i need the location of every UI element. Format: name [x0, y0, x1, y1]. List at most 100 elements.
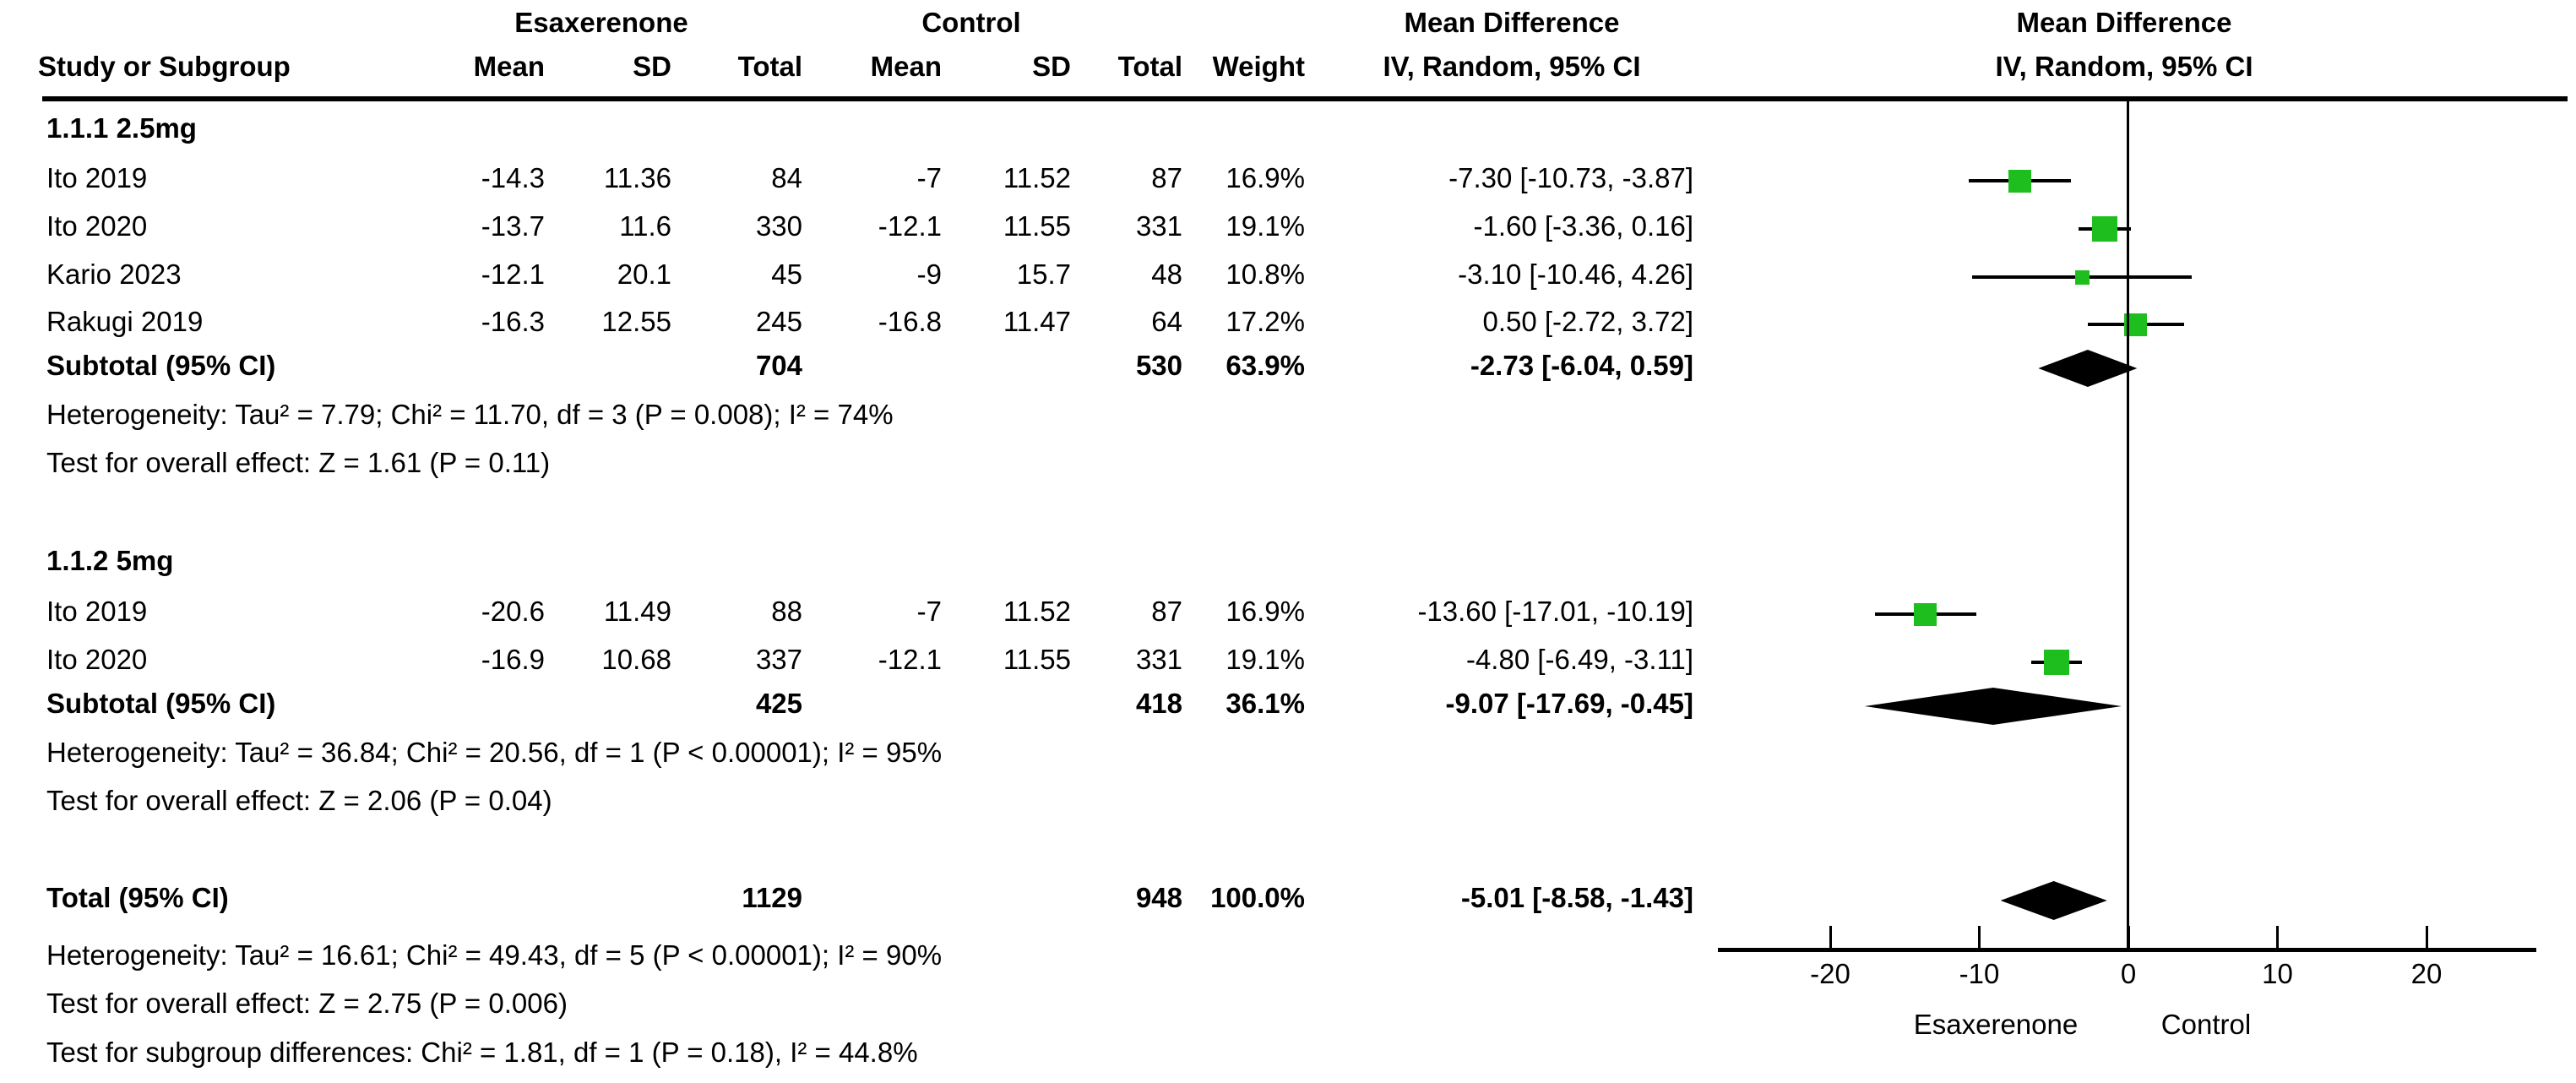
cell-weight: 36.1%	[1226, 688, 1305, 719]
column-group-mean-difference-text: Mean Difference	[1404, 7, 1620, 38]
cell-total-exp: 88	[771, 596, 802, 627]
cell-sd-exp: 11.36	[603, 162, 671, 193]
effect-square	[2044, 650, 2070, 675]
cell-mean-exp: -16.9	[481, 644, 545, 675]
cell-sd-exp: 20.1	[617, 259, 671, 290]
cell-weight: 100.0%	[1210, 882, 1305, 913]
cell-sd-exp: 12.55	[601, 306, 671, 337]
cell-weight: 16.9%	[1226, 596, 1305, 627]
cell-ci-text: 0.50 [-2.72, 3.72]	[1482, 306, 1693, 337]
column-header-sd-2: SD	[1032, 51, 1071, 82]
study-label-0-2: Kario 2023	[46, 259, 182, 290]
cell-ci-text: -5.01 [-8.58, -1.43]	[1460, 882, 1693, 913]
study-label-0-0: Ito 2019	[46, 162, 148, 193]
study-label-0-3: Rakugi 2019	[46, 306, 204, 337]
column-header-weight: Weight	[1212, 51, 1305, 82]
cell-total-ctrl: 48	[1151, 259, 1182, 290]
cell-sd-ctrl: 11.52	[1003, 596, 1071, 627]
zero-reference-line	[2127, 101, 2129, 951]
x-axis-tick-label: -20	[1810, 958, 1850, 989]
cell-total-exp: 425	[755, 688, 802, 719]
cell-total-ctrl: 331	[1135, 644, 1182, 675]
cell-total-ctrl: 948	[1135, 882, 1182, 913]
cell-mean-exp: -14.3	[481, 162, 545, 193]
column-header-ci-text: IV, Random, 95% CI	[1383, 51, 1641, 82]
x-axis-tick-label: 20	[2410, 958, 2443, 989]
heterogeneity-0: Heterogeneity: Tau² = 7.79; Chi² = 11.70…	[46, 399, 894, 430]
cell-sd-ctrl: 11.47	[1003, 306, 1071, 337]
cell-ci-text: -3.10 [-10.46, 4.26]	[1458, 259, 1693, 290]
footer-subgroup-differences: Test for subgroup differences: Chi² = 1.…	[46, 1037, 918, 1068]
cell-weight: 19.1%	[1226, 644, 1305, 675]
cell-sd-ctrl: 11.55	[1003, 210, 1071, 242]
cell-total-exp: 330	[755, 210, 802, 242]
cell-total-exp: 245	[755, 306, 802, 337]
cell-total-exp: 704	[755, 350, 802, 381]
cell-ci-text: -13.60 [-17.01, -10.19]	[1417, 596, 1693, 627]
column-header-total-2: Total	[1117, 51, 1182, 82]
cell-mean-exp: -20.6	[481, 596, 545, 627]
column-group-control: Control	[921, 7, 1021, 38]
overall-effect-1: Test for overall effect: Z = 2.06 (P = 0…	[46, 785, 552, 816]
cell-total-ctrl: 87	[1151, 162, 1182, 193]
column-group-mean-difference-plot: Mean Difference	[2016, 7, 2232, 38]
subgroup-title-0: 1.1.1 2.5mg	[46, 112, 197, 144]
cell-mean-ctrl: -7	[916, 162, 942, 193]
cell-mean-ctrl: -12.1	[878, 644, 942, 675]
favours-right-label: Control	[2160, 1009, 2252, 1040]
cell-weight: 63.9%	[1226, 350, 1305, 381]
cell-sd-ctrl: 11.52	[1003, 162, 1071, 193]
cell-ci-text: -4.80 [-6.49, -3.11]	[1465, 644, 1693, 675]
x-axis-tick-label: 0	[2120, 958, 2137, 989]
column-header-total-1: Total	[737, 51, 802, 82]
cell-mean-exp: -13.7	[481, 210, 545, 242]
cell-total-ctrl: 87	[1151, 596, 1182, 627]
cell-ci-text: -2.73 [-6.04, 0.59]	[1470, 350, 1693, 381]
cell-total-exp: 45	[771, 259, 802, 290]
subtotal-0-label: Subtotal (95% CI)	[46, 350, 276, 381]
cell-sd-exp: 11.6	[619, 210, 671, 242]
cell-mean-exp: -12.1	[481, 259, 545, 290]
cell-sd-exp: 11.49	[603, 596, 671, 627]
study-label-1-0: Ito 2019	[46, 596, 148, 627]
heterogeneity-1: Heterogeneity: Tau² = 36.84; Chi² = 20.5…	[46, 737, 943, 768]
cell-total-ctrl: 530	[1135, 350, 1182, 381]
column-header-study: Study or Subgroup	[38, 51, 291, 82]
cell-total-exp: 1129	[742, 882, 802, 913]
cell-total-exp: 337	[755, 644, 802, 675]
column-header-mean-1: Mean	[473, 51, 545, 82]
column-header-ci-plot: IV, Random, 95% CI	[1995, 51, 2253, 82]
cell-total-ctrl: 64	[1151, 306, 1182, 337]
cell-weight: 16.9%	[1226, 162, 1305, 193]
cell-weight: 17.2%	[1226, 306, 1305, 337]
cell-weight: 19.1%	[1226, 210, 1305, 242]
cell-sd-ctrl: 11.55	[1003, 644, 1071, 675]
cell-sd-exp: 10.68	[601, 644, 671, 675]
footer-overall-effect: Test for overall effect: Z = 2.75 (P = 0…	[46, 988, 568, 1019]
x-axis-tick-label: -10	[1959, 958, 2000, 989]
x-axis-tick	[1829, 926, 1832, 948]
cell-mean-ctrl: -7	[916, 596, 942, 627]
effect-square	[2008, 169, 2031, 193]
cell-mean-ctrl: -9	[916, 259, 942, 290]
favours-left-label: Esaxerenone	[1913, 1009, 2079, 1040]
total-label: Total (95% CI)	[46, 882, 229, 913]
cell-total-ctrl: 331	[1135, 210, 1182, 242]
study-label-0-1: Ito 2020	[46, 210, 148, 242]
cell-sd-ctrl: 15.7	[1016, 259, 1071, 290]
x-axis-line	[1718, 948, 2536, 952]
x-axis-tick	[2276, 926, 2279, 948]
overall-effect-0: Test for overall effect: Z = 1.61 (P = 0…	[46, 447, 551, 478]
x-axis-tick	[2425, 926, 2428, 948]
pooled-diamond	[2038, 350, 2138, 387]
x-axis-tick	[2127, 926, 2130, 948]
pooled-diamond	[1864, 688, 2122, 725]
cell-weight: 10.8%	[1226, 259, 1305, 290]
subgroup-title-1: 1.1.2 5mg	[46, 545, 174, 576]
footer-heterogeneity: Heterogeneity: Tau² = 16.61; Chi² = 49.4…	[46, 939, 943, 971]
cell-mean-ctrl: -16.8	[878, 306, 942, 337]
effect-square	[2074, 269, 2090, 285]
column-header-sd-1: SD	[633, 51, 671, 82]
cell-total-ctrl: 418	[1135, 688, 1182, 719]
